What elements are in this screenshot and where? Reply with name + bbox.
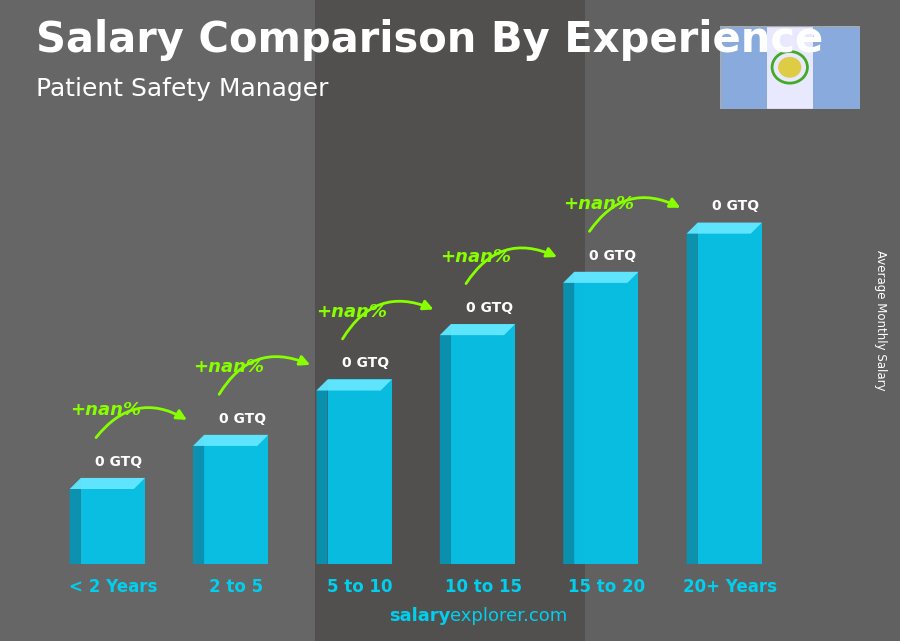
Text: Patient Safety Manager: Patient Safety Manager <box>36 77 328 101</box>
Bar <box>585 0 900 641</box>
Text: 0 GTQ: 0 GTQ <box>589 249 636 263</box>
Bar <box>698 222 762 564</box>
Text: +nan%: +nan% <box>440 247 511 265</box>
Bar <box>0 0 315 641</box>
Text: +nan%: +nan% <box>317 303 388 321</box>
Text: +nan%: +nan% <box>69 401 140 419</box>
Polygon shape <box>687 222 698 564</box>
Bar <box>204 435 268 564</box>
Bar <box>81 478 145 564</box>
Text: Salary Comparison By Experience: Salary Comparison By Experience <box>36 19 824 62</box>
Bar <box>813 26 860 109</box>
Polygon shape <box>194 435 268 446</box>
Text: +nan%: +nan% <box>194 358 264 376</box>
Polygon shape <box>69 478 145 489</box>
Bar <box>451 324 515 564</box>
Bar <box>767 26 813 109</box>
Bar <box>315 0 585 641</box>
Text: 0 GTQ: 0 GTQ <box>713 199 760 213</box>
Text: +nan%: +nan% <box>563 196 634 213</box>
Bar <box>574 272 638 564</box>
Bar <box>720 26 767 109</box>
Polygon shape <box>440 324 515 335</box>
Text: 0 GTQ: 0 GTQ <box>342 356 390 370</box>
Polygon shape <box>687 222 762 233</box>
Circle shape <box>778 57 801 78</box>
Polygon shape <box>194 435 204 564</box>
Text: Average Monthly Salary: Average Monthly Salary <box>874 250 886 391</box>
Bar <box>328 379 392 564</box>
Polygon shape <box>440 324 451 564</box>
Polygon shape <box>317 379 392 390</box>
Text: salary: salary <box>389 607 450 625</box>
Text: 0 GTQ: 0 GTQ <box>95 454 142 469</box>
Text: 0 GTQ: 0 GTQ <box>219 412 266 426</box>
Polygon shape <box>563 272 574 564</box>
Text: 0 GTQ: 0 GTQ <box>465 301 513 315</box>
Polygon shape <box>563 272 638 283</box>
Polygon shape <box>69 478 81 564</box>
Polygon shape <box>317 379 328 564</box>
Text: explorer.com: explorer.com <box>450 607 567 625</box>
